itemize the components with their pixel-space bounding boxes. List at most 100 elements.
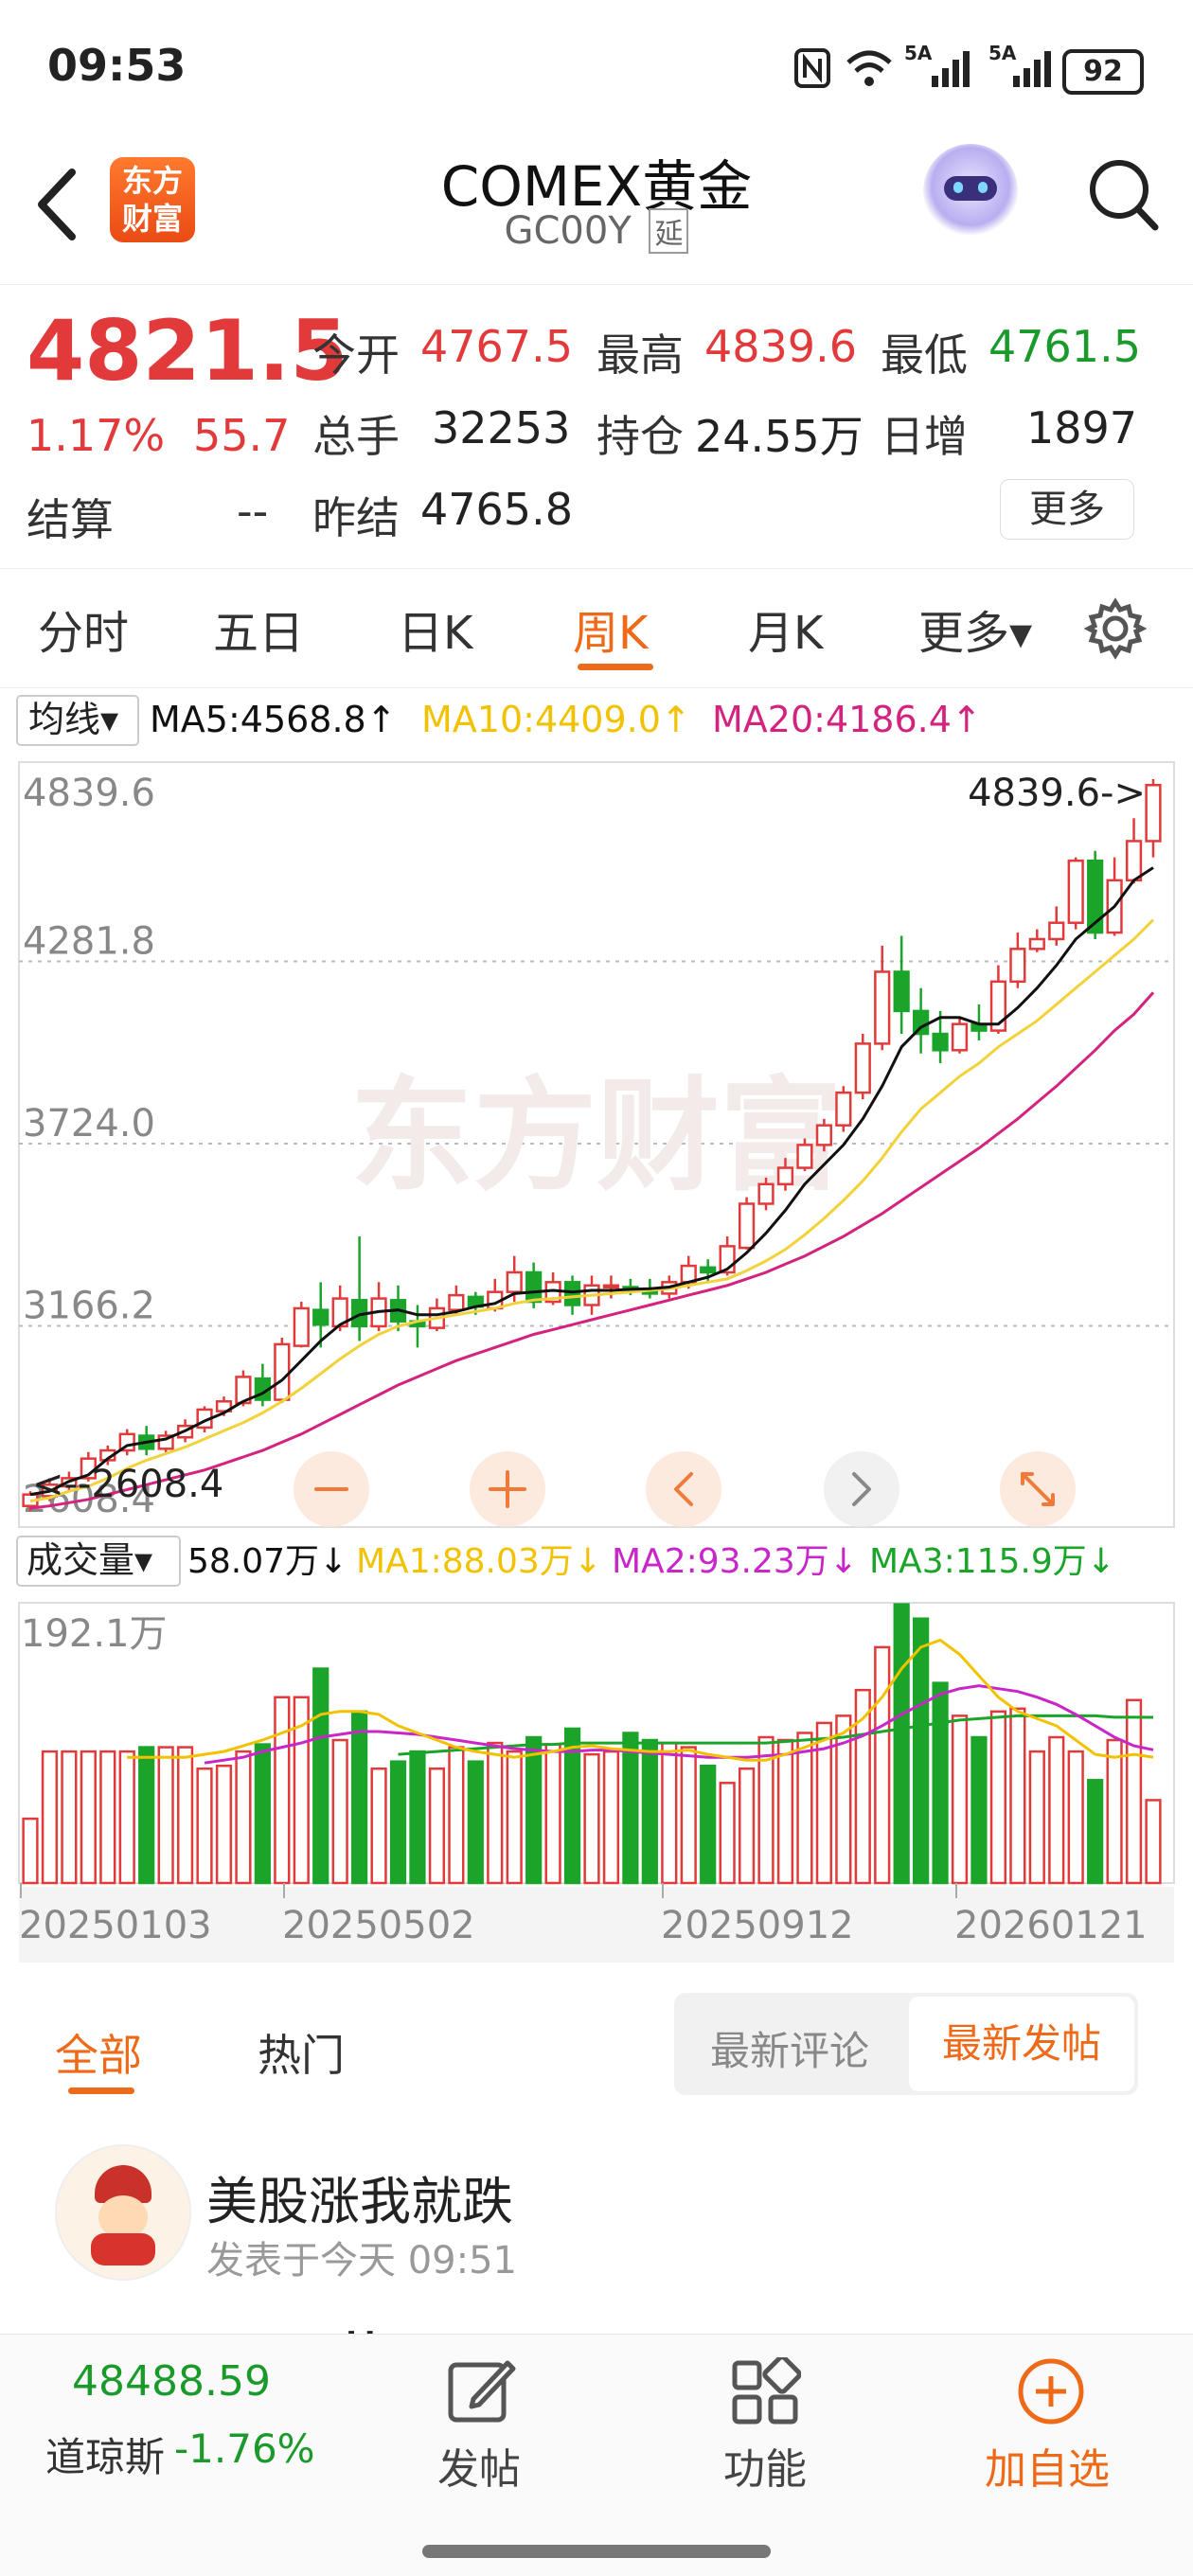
prev-settle-value: 4765.8	[420, 484, 573, 535]
volume-bar-up	[1145, 1799, 1162, 1885]
page-title: COMEX黄金	[440, 154, 753, 219]
search-icon[interactable]	[1087, 153, 1163, 239]
volume-bar-down	[1087, 1779, 1104, 1885]
volume-bar-down	[389, 1760, 407, 1885]
volume-bar-up	[274, 1696, 291, 1885]
volume-bar-down	[622, 1732, 639, 1885]
index-value[interactable]: 48488.59	[72, 2357, 271, 2406]
scroll-right-button[interactable]	[824, 1451, 899, 1527]
volume-bar-up	[487, 1741, 504, 1885]
app-logo[interactable]: 东方 财富	[110, 157, 195, 242]
ma5-legend: MA5:4568.8↑	[150, 699, 397, 740]
tab-hot-posts[interactable]: 热门	[258, 2030, 345, 2081]
volume-bar-down	[700, 1764, 717, 1885]
candle-up	[776, 1166, 794, 1186]
volume-bar-down	[351, 1710, 368, 1885]
volume-bar-up	[874, 1645, 891, 1885]
price-tick-label: 3166.2	[23, 1285, 155, 1328]
tab-daily-k[interactable]: 日K	[398, 607, 473, 660]
function-grid-icon[interactable]	[729, 2357, 801, 2425]
index-change: -1.76%	[174, 2425, 315, 2472]
zoom-in-button[interactable]	[470, 1451, 545, 1527]
candle-down	[1087, 859, 1104, 934]
tab-weekly-k[interactable]: 周K	[573, 607, 649, 660]
candle-up	[448, 1293, 465, 1311]
candlestick-chart[interactable]: 均线▾ MA5:4568.8↑ MA10:4409.0↑ MA20:4186.4↑ 48…	[0, 686, 1193, 1974]
home-indicator	[422, 2545, 771, 2558]
volume-bar-down	[467, 1760, 484, 1885]
volume-bar-up	[176, 1746, 194, 1885]
volume-bar-up	[815, 1721, 832, 1885]
function-button-label[interactable]: 功能	[723, 2445, 807, 2494]
candle-up	[506, 1270, 523, 1293]
volume-select-label: 成交量▾	[27, 1539, 152, 1581]
edit-post-icon[interactable]	[445, 2357, 517, 2425]
volume-ma1-line	[127, 1638, 1154, 1762]
volume-bar-up	[1067, 1750, 1084, 1885]
volume-ma3-legend: MA3:115.9万↓	[869, 1542, 1115, 1581]
candle-up	[835, 1091, 852, 1127]
tab-monthly-k[interactable]: 月K	[748, 607, 824, 660]
tab-more[interactable]: 更多▾	[918, 607, 1033, 660]
logo-line-1: 东方	[121, 163, 183, 199]
candle-up	[951, 1022, 969, 1052]
volume-legend: 58.07万↓	[187, 1542, 347, 1581]
volume-bar-up	[80, 1750, 97, 1885]
open-interest-value: 24.55万	[695, 411, 864, 462]
candle-down	[700, 1266, 717, 1274]
volume-bar-up	[989, 1710, 1007, 1885]
low-value: 4761.5	[988, 321, 1141, 372]
chart-area: 均线▾ MA5:4568.8↑ MA10:4409.0↑ MA20:4186.4↑ 48…	[0, 686, 1193, 1974]
more-button[interactable]: 更多	[1000, 479, 1134, 540]
sort-latest-post[interactable]: 最新发帖	[909, 1997, 1134, 2091]
sort-latest-comment[interactable]: 最新评论	[710, 2028, 870, 2074]
user-avatar[interactable]	[55, 2144, 191, 2281]
gear-icon[interactable]	[1084, 597, 1147, 660]
volume-bar-up	[757, 1735, 775, 1885]
signal-icon-2	[1013, 51, 1051, 87]
last-price: 4821.5	[27, 302, 348, 400]
date-tick-label: 20250912	[661, 1904, 854, 1947]
back-arrow-icon[interactable]	[34, 167, 81, 242]
status-bar: 09:53 5A 5A 92	[0, 0, 1193, 133]
post-username[interactable]: 美股涨我就跌	[206, 2172, 513, 2231]
assistant-robot-icon[interactable]	[923, 144, 1018, 239]
tab-all-posts[interactable]: 全部	[55, 2030, 142, 2081]
index-name[interactable]: 道琼斯	[45, 2434, 166, 2480]
zoom-out-button[interactable]	[294, 1451, 369, 1527]
volume-bar-down	[641, 1738, 658, 1885]
volume-bar-up	[738, 1767, 756, 1885]
comments-tab-indicator	[68, 2087, 134, 2094]
nfc-icon	[794, 48, 830, 88]
delay-badge: 延	[649, 208, 689, 254]
volume-bar-up	[41, 1750, 59, 1885]
open-interest-label: 持仓	[596, 411, 684, 462]
tab-intraday[interactable]: 分时	[38, 607, 130, 660]
ma-select-label: 均线▾	[28, 699, 118, 740]
add-watchlist-label[interactable]: 加自选	[985, 2445, 1110, 2494]
post-preview[interactable]: 10000万日共	[55, 2315, 386, 2334]
add-watchlist-icon[interactable]	[1015, 2355, 1087, 2427]
net-label-1: 5A	[904, 42, 933, 64]
ma5-line	[29, 866, 1154, 1497]
scroll-left-button[interactable]	[646, 1451, 721, 1527]
volume-bar-down	[138, 1746, 155, 1885]
volume-bar-up	[1048, 1735, 1065, 1885]
change-percent: 1.17%	[27, 410, 166, 461]
fullscreen-button[interactable]	[1000, 1451, 1076, 1527]
volume-bar-up	[544, 1743, 561, 1885]
daily-increase-value: 1897	[1026, 402, 1138, 453]
open-value: 4767.5	[420, 321, 573, 372]
volume-bar-up	[1125, 1698, 1143, 1885]
volume-bar-down	[913, 1617, 930, 1885]
post-button-label[interactable]: 发帖	[437, 2445, 521, 2494]
volume-bar-up	[583, 1752, 600, 1885]
tab-five-day[interactable]: 五日	[213, 607, 305, 660]
candle-up	[1028, 937, 1045, 950]
volume-bar-up	[506, 1750, 523, 1885]
comments-section: 全部 热门 最新评论 最新发帖 美股涨我就跌 发表于今天 09:51 10000…	[0, 1974, 1193, 2334]
volume-bar-up	[22, 1817, 39, 1885]
settle-label: 结算	[27, 494, 114, 545]
candle-down	[893, 970, 910, 1013]
volume-bar-up	[1009, 1707, 1026, 1885]
